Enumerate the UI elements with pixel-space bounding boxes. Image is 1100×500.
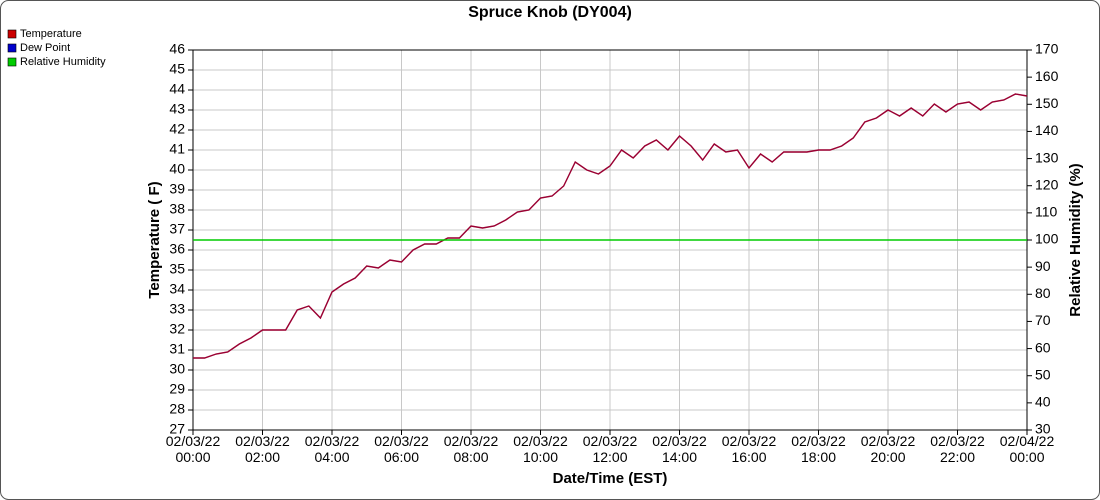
- y-tick-label: 41: [169, 141, 185, 157]
- legend-swatch: [7, 57, 17, 67]
- legend-label: Temperature: [20, 28, 82, 40]
- y-tick-label: 40: [169, 161, 185, 177]
- y-tick-label: 28: [169, 401, 185, 417]
- y2-tick-label: 170: [1035, 41, 1059, 57]
- x-tick-label: 02/03/22 20:00: [861, 433, 916, 465]
- y-tick-label: 32: [169, 321, 185, 337]
- y-tick-label: 43: [169, 101, 185, 117]
- y-tick-label: 34: [169, 281, 185, 297]
- y-tick-label: 45: [169, 61, 185, 77]
- y-axis-title: Temperature ( F): [146, 181, 163, 298]
- x-tick-label: 02/03/22 00:00: [166, 433, 221, 465]
- y-tick-label: 46: [169, 41, 185, 57]
- legend-swatch: [7, 43, 17, 53]
- x-tick-label: 02/04/22 00:00: [1000, 433, 1055, 465]
- y2-tick-label: 110: [1035, 204, 1058, 220]
- y-tick-label: 36: [169, 241, 185, 257]
- series-line: [193, 93, 1028, 359]
- y-tick-label: 37: [169, 221, 185, 237]
- y-tick-label: 44: [169, 81, 185, 97]
- y-tick-label: 30: [169, 361, 185, 377]
- x-tick-label: 02/03/22 06:00: [374, 433, 429, 465]
- y2-tick-label: 140: [1035, 122, 1059, 138]
- y2-tick-label: 130: [1035, 149, 1059, 165]
- y2-tick-label: 50: [1035, 366, 1051, 382]
- x-axis-title: Date/Time (EST): [553, 470, 668, 487]
- y-tick-label: 39: [169, 181, 185, 197]
- y-tick-label: 27: [169, 421, 185, 437]
- x-tick-label: 02/03/22 08:00: [444, 433, 499, 465]
- y2-tick-label: 40: [1035, 394, 1051, 410]
- chart-title: Spruce Knob (DY004): [468, 4, 632, 21]
- y2-tick-label: 100: [1035, 231, 1059, 247]
- y2-tick-label: 70: [1035, 312, 1051, 328]
- legend-label: Relative Humidity: [20, 56, 106, 68]
- y2-tick-label: 90: [1035, 258, 1051, 274]
- y2-tick-label: 120: [1035, 176, 1059, 192]
- legend-swatch: [7, 29, 17, 39]
- x-tick-label: 02/03/22 04:00: [305, 433, 360, 465]
- x-tick-label: 02/03/22 18:00: [791, 433, 846, 465]
- x-tick-label: 02/03/22 14:00: [652, 433, 707, 465]
- y2-tick-label: 80: [1035, 285, 1051, 301]
- x-tick-label: 02/03/22 22:00: [930, 433, 985, 465]
- y-tick-label: 31: [169, 341, 185, 357]
- y-tick-label: 38: [169, 201, 185, 217]
- y2-tick-label: 150: [1035, 95, 1059, 111]
- x-tick-label: 02/03/22 02:00: [235, 433, 290, 465]
- x-tick-label: 02/03/22 12:00: [583, 433, 638, 465]
- y-tick-label: 35: [169, 261, 185, 277]
- y2-axis-title: Relative Humidity (%): [1067, 163, 1084, 316]
- y-tick-label: 42: [169, 121, 185, 137]
- series-line: [193, 93, 1028, 359]
- y2-tick-label: 160: [1035, 68, 1059, 84]
- y-tick-label: 29: [169, 381, 185, 397]
- x-tick-label: 02/03/22 10:00: [513, 433, 568, 465]
- y2-tick-label: 60: [1035, 339, 1051, 355]
- y2-tick-label: 30: [1035, 421, 1051, 437]
- legend-label: Dew Point: [20, 42, 70, 54]
- y-tick-label: 33: [169, 301, 185, 317]
- x-tick-label: 02/03/22 16:00: [722, 433, 777, 465]
